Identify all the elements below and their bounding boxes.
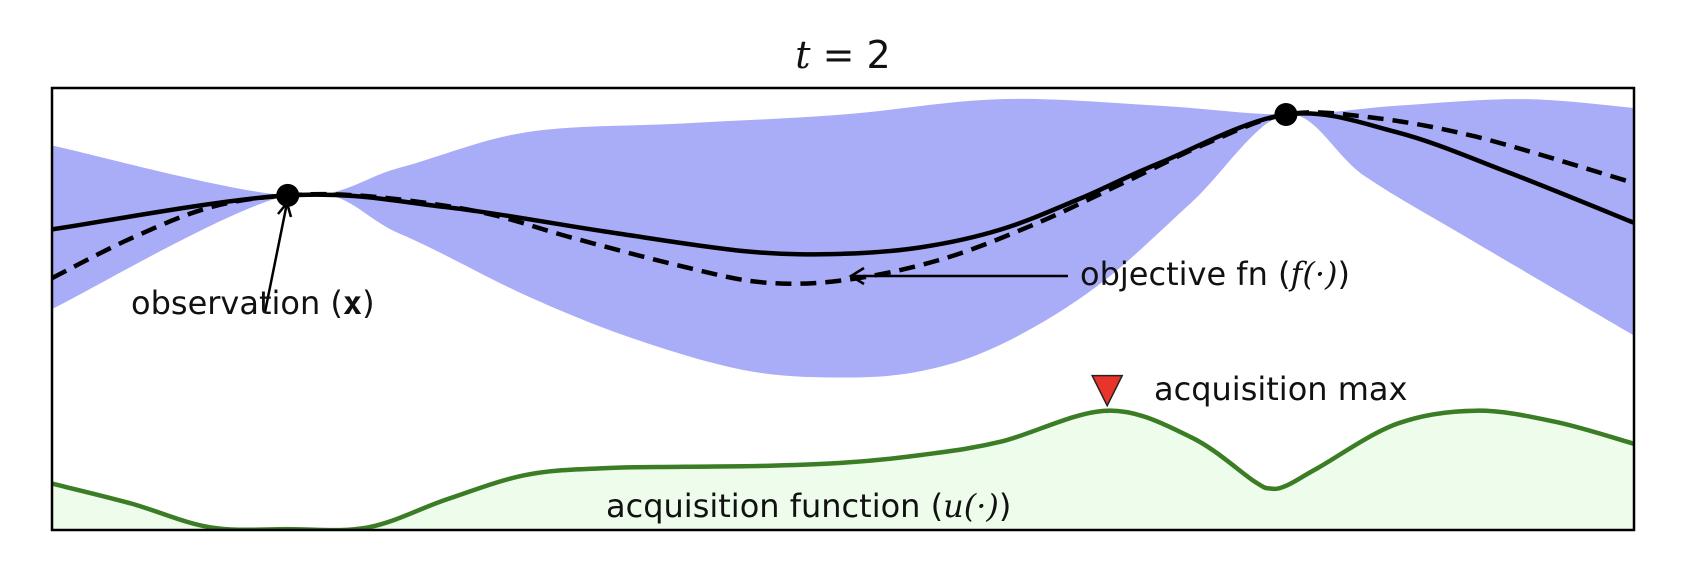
- title-value: 2: [867, 33, 891, 77]
- observation-arrow: [263, 202, 289, 313]
- acquisition-max-marker: [1090, 374, 1124, 408]
- title-equals: =: [811, 33, 867, 77]
- observation-label: observation (x): [131, 284, 375, 322]
- acquisition-max-label: acquisition max: [1154, 370, 1407, 408]
- observation-point: [1274, 103, 1298, 127]
- objective-arrowhead: [848, 266, 865, 286]
- acquisition-function-line: [52, 408, 1634, 530]
- title-variable: t: [795, 33, 811, 77]
- plot-frame: [50, 86, 1636, 532]
- objective-label: objective fn (f(·)): [1080, 255, 1350, 293]
- observation-arrowhead: [277, 200, 293, 218]
- acquisition-function-label: acquisition function (u(·)): [606, 487, 1011, 525]
- confidence-band: [52, 98, 1634, 378]
- chart-title: t = 2: [795, 33, 890, 77]
- observation-point: [276, 183, 300, 207]
- plot-area: [52, 98, 1634, 530]
